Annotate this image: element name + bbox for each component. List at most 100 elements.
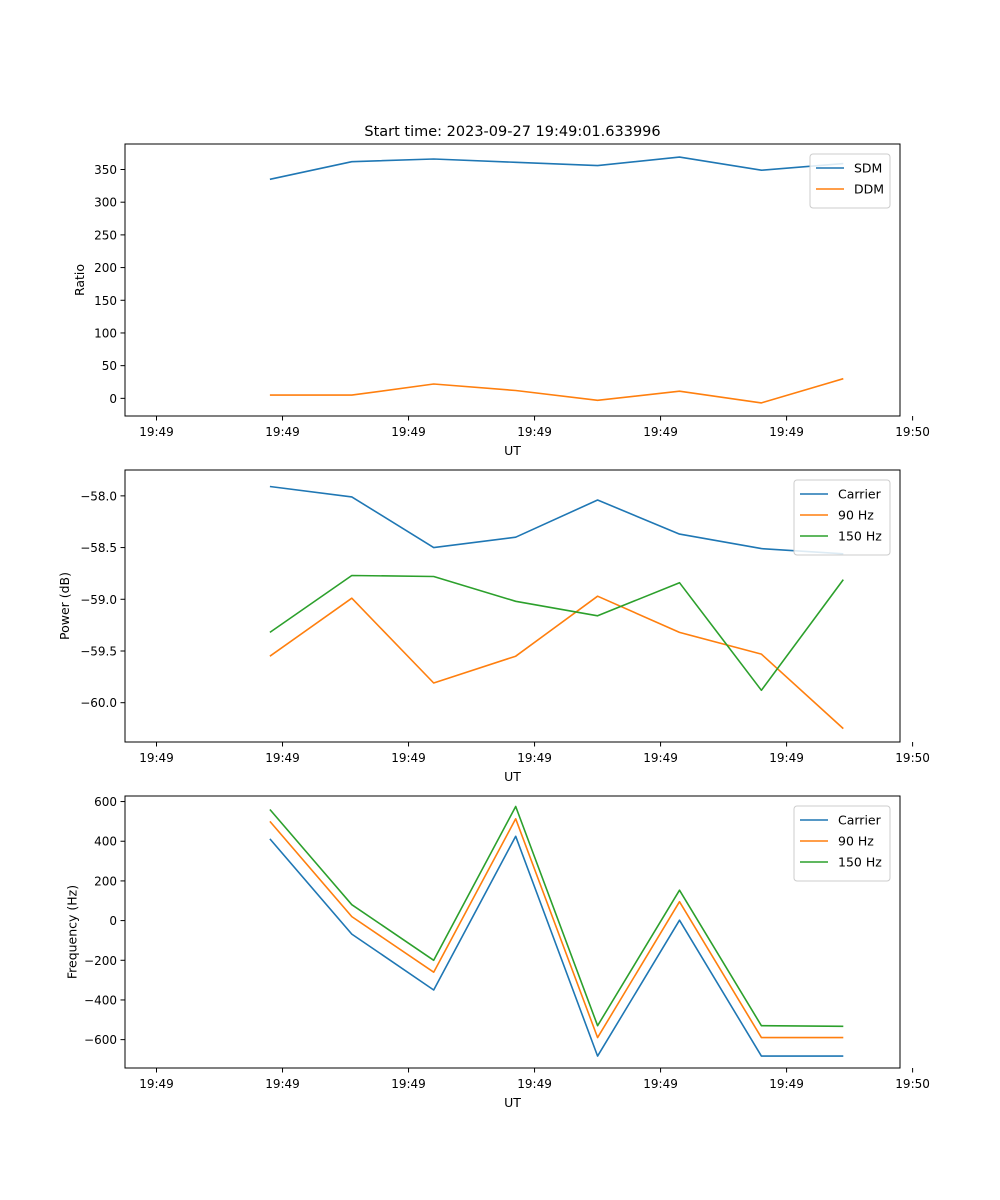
data-point [842,378,844,380]
data-point [596,164,598,166]
y-tick-label: 100 [94,326,117,340]
data-point [433,971,435,973]
data-point [842,578,844,580]
legend-label: 90 Hz [838,508,874,523]
y-tick-label: 350 [94,163,117,177]
data-point [760,689,762,691]
data-point [514,835,516,837]
data-point [351,915,353,917]
x-tick-label: 19:49 [643,425,678,439]
series-line-90-hz [269,595,844,730]
data-point [433,682,435,684]
data-point [678,533,680,535]
legend-label: 150 Hz [838,855,882,870]
data-point [760,653,762,655]
data-point [433,575,435,577]
y-tick-label: −58.0 [80,489,117,503]
data-point [842,1055,844,1057]
y-tick-label: 50 [102,359,117,373]
x-axis-label: UT [504,443,521,458]
data-point [760,547,762,549]
series-line-carrier [269,485,844,555]
data-point [433,959,435,961]
data-point [269,838,271,840]
series-line-sdm [269,156,844,181]
figure-title: Start time: 2023-09-27 19:49:01.633996 [364,124,660,140]
data-point [514,389,516,391]
data-point [351,574,353,576]
y-axis-label: Power (dB) [57,572,72,640]
data-point [514,805,516,807]
data-point [514,600,516,602]
series-line-ddm [269,377,844,404]
data-point [678,156,680,158]
data-point [596,1055,598,1057]
data-point [351,933,353,935]
data-point [351,597,353,599]
data-point [596,1025,598,1027]
data-point [269,394,271,396]
x-tick-label: 19:49 [265,751,300,765]
data-point [351,904,353,906]
data-point [760,1036,762,1038]
data-point [678,901,680,903]
data-point [269,631,271,633]
x-tick-label: 19:49 [391,751,426,765]
y-tick-label: 200 [94,261,117,275]
data-point [351,160,353,162]
y-tick-label: 400 [94,835,117,849]
data-point [842,1036,844,1038]
data-point [596,399,598,401]
data-point [842,727,844,729]
legend-label: 90 Hz [838,834,874,849]
data-point [678,582,680,584]
x-tick-label: 19:50 [895,751,930,765]
data-point [842,1025,844,1027]
y-tick-label: 200 [94,874,117,888]
data-point [596,499,598,501]
data-point [760,1025,762,1027]
x-tick-label: 19:49 [139,425,174,439]
data-point [596,615,598,617]
y-tick-label: −58.5 [80,541,117,555]
y-tick-label: −59.5 [80,644,117,658]
axes-frame [124,143,901,417]
data-point [269,655,271,657]
axes-frame [124,795,901,1069]
y-tick-label: 600 [94,795,117,809]
y-tick-label: −60.0 [80,696,117,710]
legend: Carrier 90 Hz 150 Hz [793,805,891,882]
data-point [760,1055,762,1057]
data-point [678,390,680,392]
data-point [760,402,762,404]
panel-3: 19:49 19:49 19:49 19:49 19:49 19:49 19:50 UT −60… [65,795,930,1110]
x-tick-label: 19:49 [517,751,552,765]
legend-label: DDM [854,182,884,197]
panel-2: 19:49 19:49 19:49 19:49 19:49 19:49 19:50 UT −60… [57,469,930,784]
legend-label: 150 Hz [838,529,882,544]
x-tick-label: 19:49 [769,751,804,765]
x-tick-label: 19:49 [643,751,678,765]
y-tick-label: −600 [84,1033,117,1047]
data-point [351,496,353,498]
x-tick-label: 19:49 [265,425,300,439]
x-tick-label: 19:49 [391,425,426,439]
x-tick-label: 19:49 [517,425,552,439]
data-point [269,485,271,487]
data-point [269,820,271,822]
x-tick-label: 19:49 [769,1077,804,1091]
x-tick-label: 19:49 [643,1077,678,1091]
data-point [678,631,680,633]
series-line-90-hz [269,817,844,1039]
data-point [433,383,435,385]
data-point [514,655,516,657]
data-point [269,178,271,180]
y-axis-label: Frequency (Hz) [65,885,80,979]
legend-label: Carrier [838,487,882,502]
axes-frame [124,469,901,743]
y-tick-label: 0 [109,914,117,928]
y-tick-label: −59.0 [80,593,117,607]
data-point [433,158,435,160]
data-point [760,169,762,171]
